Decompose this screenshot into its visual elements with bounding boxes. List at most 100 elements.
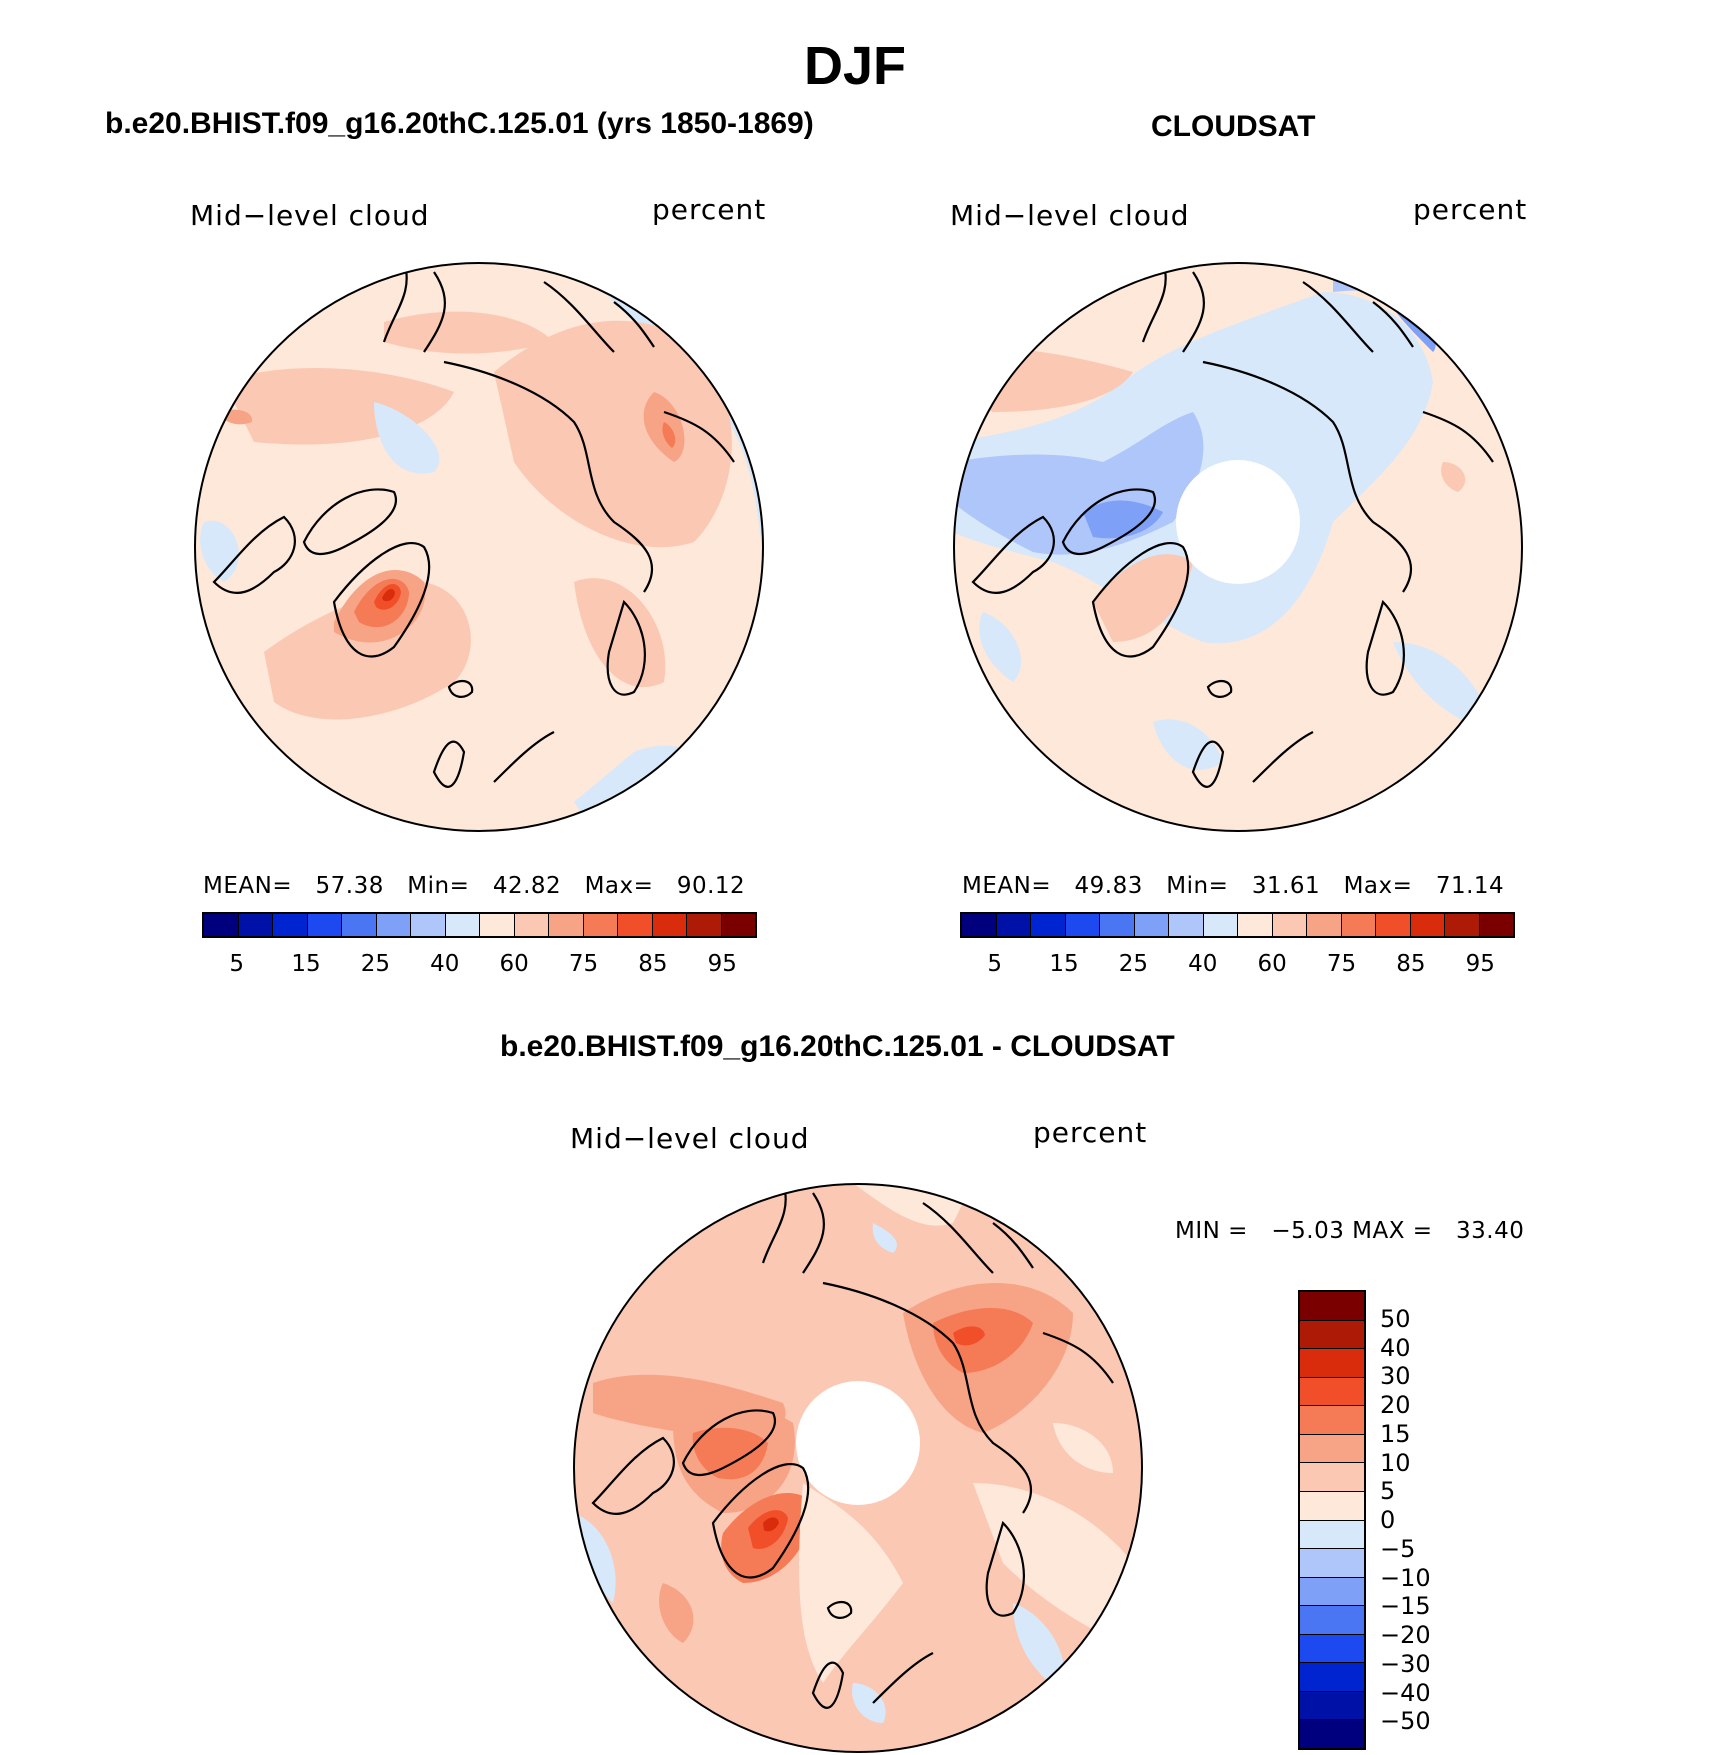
diff-colorbar-labels: 50 40 30 20 15 10 5 0 −5 −10 −15 −20 −30 −40 −50	[1380, 1290, 1460, 1750]
model-coastlines	[212, 263, 735, 788]
model-units-label: percent	[652, 193, 767, 226]
diff-colorbar-swatch	[1300, 1663, 1364, 1692]
diff-colorbar-tick-label: 50	[1380, 1304, 1411, 1333]
model-colorbar-tick-label: 25	[360, 951, 391, 977]
obs-colorbar-tick-label: 5	[987, 951, 1003, 977]
diff-colorbar-tick-label: 30	[1380, 1362, 1411, 1391]
model-colorbar-swatch	[583, 914, 618, 936]
obs-polar-map	[953, 262, 1523, 832]
obs-map-border	[953, 262, 1523, 832]
diff-colorbar-swatch	[1300, 1520, 1364, 1550]
diff-colorbar-swatch	[1300, 1549, 1364, 1578]
obs-units-label: percent	[1413, 193, 1528, 226]
obs-colorbar-tick-label: 25	[1118, 951, 1149, 977]
diff-colorbar-swatch	[1300, 1377, 1364, 1407]
model-colorbar-tick-label: 95	[707, 951, 737, 977]
model-colorbar-swatch	[307, 914, 342, 936]
obs-colorbar-swatch	[996, 914, 1031, 936]
obs-colorbar-tick-label: 40	[1188, 951, 1218, 977]
diff-map-border	[573, 1183, 1143, 1753]
diff-colorbar	[1298, 1290, 1366, 1750]
model-colorbar-tick-label: 75	[568, 951, 599, 977]
model-colorbar-swatch	[411, 914, 446, 936]
model-polar-map	[194, 262, 764, 832]
diff-colorbar-swatch	[1300, 1577, 1364, 1607]
obs-colorbar-swatch	[1376, 914, 1411, 936]
diff-variable-label: Mid−level cloud	[570, 1122, 810, 1155]
diff-colorbar-swatch	[1300, 1406, 1364, 1435]
obs-field	[954, 263, 1522, 831]
model-colorbar-swatch	[480, 914, 515, 936]
obs-colorbar-labels: 5 15 25 40 60 75 85 95	[960, 951, 1515, 977]
model-colorbar-swatch	[652, 914, 687, 936]
obs-colorbar-tick-label: 75	[1326, 951, 1357, 977]
obs-colorbar-swatch	[1410, 914, 1445, 936]
obs-colorbar-swatch	[1238, 914, 1273, 936]
diff-colorbar-tick-label: 0	[1380, 1506, 1396, 1534]
model-colorbar-swatch	[238, 914, 273, 936]
diff-colorbar-swatch	[1300, 1434, 1364, 1464]
obs-colorbar-tick-label: 15	[1049, 951, 1079, 977]
model-colorbar-swatch	[445, 914, 480, 936]
diff-panel-title: b.e20.BHIST.f09_g16.20thC.125.01 - CLOUD…	[500, 1030, 1175, 1063]
obs-panel-title: CLOUDSAT	[1151, 110, 1316, 143]
diff-colorbar-tick-label: −10	[1380, 1563, 1431, 1592]
diff-colorbar-tick-label: 20	[1380, 1391, 1411, 1419]
obs-colorbar-swatch	[1479, 914, 1513, 936]
model-colorbar-swatch	[618, 914, 653, 936]
obs-stats: MEAN= 49.83 Min= 31.61 Max= 71.14	[962, 873, 1505, 899]
obs-colorbar-swatch	[1100, 914, 1135, 936]
obs-variable-label: Mid−level cloud	[950, 199, 1190, 232]
diff-colorbar-swatch	[1300, 1720, 1364, 1748]
model-colorbar-swatch	[721, 914, 755, 936]
diff-polar-map	[573, 1183, 1143, 1753]
obs-colorbar-swatch	[1134, 914, 1169, 936]
diff-coastlines	[591, 1184, 1114, 1709]
diff-colorbar-swatch	[1300, 1463, 1364, 1492]
obs-colorbar-swatch	[1341, 914, 1376, 936]
model-colorbar-labels: 5 15 25 40 60 75 85 95	[202, 951, 757, 977]
diff-colorbar-tick-label: 5	[1380, 1477, 1396, 1506]
diff-colorbar-tick-label: −20	[1380, 1621, 1431, 1649]
model-colorbar-swatch	[342, 914, 377, 936]
diff-colorbar-swatch	[1300, 1491, 1364, 1521]
model-colorbar-tick-label: 85	[638, 951, 668, 977]
diff-colorbar-tick-label: 10	[1380, 1448, 1411, 1477]
model-colorbar-swatch	[687, 914, 722, 936]
obs-colorbar-swatch	[1272, 914, 1307, 936]
diff-colorbar-swatch	[1300, 1292, 1364, 1321]
diff-colorbar-tick-label: −5	[1380, 1534, 1416, 1563]
model-colorbar-swatch	[514, 914, 549, 936]
obs-colorbar-tick-label: 95	[1465, 951, 1495, 977]
diff-colorbar-tick-label: −30	[1380, 1649, 1431, 1678]
diff-colorbar-tick-label: −50	[1380, 1707, 1431, 1736]
obs-colorbar-swatch	[1203, 914, 1238, 936]
model-colorbar-swatch	[549, 914, 584, 936]
obs-colorbar-swatch	[1065, 914, 1100, 936]
model-colorbar-tick-label: 5	[229, 951, 245, 977]
obs-colorbar	[960, 912, 1515, 938]
obs-coastlines	[971, 263, 1494, 788]
model-colorbar-tick-label: 60	[499, 951, 529, 977]
model-field	[195, 263, 763, 831]
diff-colorbar-tick-label: −40	[1380, 1678, 1431, 1707]
diff-colorbar-swatch	[1300, 1606, 1364, 1635]
model-panel-title: b.e20.BHIST.f09_g16.20thC.125.01 (yrs 18…	[105, 107, 814, 140]
diff-colorbar-tick-label: 15	[1380, 1419, 1411, 1448]
obs-colorbar-tick-label: 60	[1257, 951, 1287, 977]
diff-units-label: percent	[1033, 1116, 1148, 1149]
obs-colorbar-swatch	[1169, 914, 1204, 936]
obs-colorbar-swatch	[962, 914, 997, 936]
diff-colorbar-swatch	[1300, 1320, 1364, 1350]
model-map-border	[194, 262, 764, 832]
diff-colorbar-tick-label: −15	[1380, 1592, 1431, 1621]
model-variable-label: Mid−level cloud	[190, 199, 430, 232]
model-colorbar	[202, 912, 757, 938]
diff-stats: MIN = −5.03 MAX = 33.40	[1175, 1218, 1525, 1244]
model-colorbar-swatch	[376, 914, 411, 936]
diff-colorbar-swatch	[1300, 1349, 1364, 1378]
model-colorbar-tick-label: 15	[291, 951, 321, 977]
diff-colorbar-swatch	[1300, 1634, 1364, 1664]
obs-colorbar-tick-label: 85	[1396, 951, 1426, 977]
obs-colorbar-swatch	[1031, 914, 1066, 936]
